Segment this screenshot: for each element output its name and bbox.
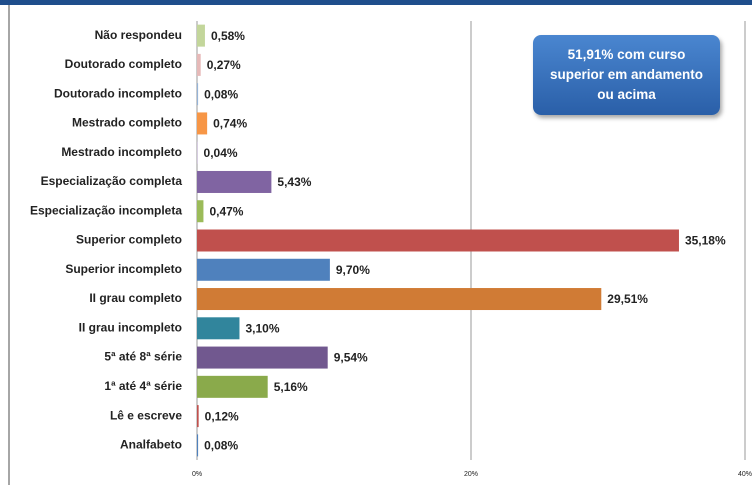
value-label: 9,54% <box>334 351 368 365</box>
bar <box>197 24 205 47</box>
y-tick-label: Especialização incompleta <box>30 203 182 217</box>
y-tick-label: Mestrado incompleto <box>61 145 182 159</box>
bar <box>197 53 201 76</box>
x-tick-label: 20% <box>464 471 478 478</box>
y-tick-label: Doutorado incompleto <box>54 86 182 100</box>
bar <box>197 346 328 369</box>
bar <box>197 83 199 106</box>
bar <box>197 258 330 281</box>
y-tick-label: Superior completo <box>76 233 182 247</box>
y-tick-label: 5ª até 8ª série <box>104 350 182 364</box>
y-tick-label: II grau incompleto <box>79 320 182 334</box>
y-tick-label: Analfabeto <box>120 438 182 452</box>
y-tick-label: Doutorado completo <box>65 57 182 71</box>
value-label: 9,70% <box>336 263 370 277</box>
bar <box>197 375 268 398</box>
value-label: 29,51% <box>607 292 648 306</box>
y-tick-label: II grau completo <box>89 291 182 305</box>
bar <box>197 112 208 135</box>
value-label: 0,08% <box>204 439 238 453</box>
x-tick-label: 0% <box>192 471 202 478</box>
bar <box>197 405 199 428</box>
bar <box>197 141 198 164</box>
value-label: 3,10% <box>245 321 279 335</box>
bar <box>197 170 272 193</box>
bar <box>197 288 602 311</box>
value-label: 5,16% <box>274 380 308 394</box>
value-label: 0,04% <box>204 146 238 160</box>
y-tick-label: Especialização completa <box>41 174 183 188</box>
bar <box>197 200 204 223</box>
value-label: 0,47% <box>209 204 243 218</box>
value-label: 0,08% <box>204 87 238 101</box>
value-label: 0,27% <box>207 58 241 72</box>
y-tick-label: Lê e escreve <box>110 408 182 422</box>
value-label: 0,58% <box>211 29 245 43</box>
y-tick-label: 1ª até 4ª série <box>104 379 182 393</box>
value-label: 0,12% <box>205 409 239 423</box>
bar <box>197 229 679 252</box>
value-label: 0,74% <box>213 117 247 131</box>
y-tick-label: Não respondeu <box>95 28 182 42</box>
value-label: 35,18% <box>685 234 726 248</box>
bar <box>197 434 199 457</box>
top-band <box>0 0 752 5</box>
y-tick-label: Superior incompleto <box>65 262 182 276</box>
bar <box>197 317 240 340</box>
x-tick-label: 40% <box>738 471 752 478</box>
annotation-box: 51,91% com curso superior em andamento o… <box>533 35 720 115</box>
value-label: 5,43% <box>277 175 311 189</box>
y-tick-label: Mestrado completo <box>72 116 182 130</box>
